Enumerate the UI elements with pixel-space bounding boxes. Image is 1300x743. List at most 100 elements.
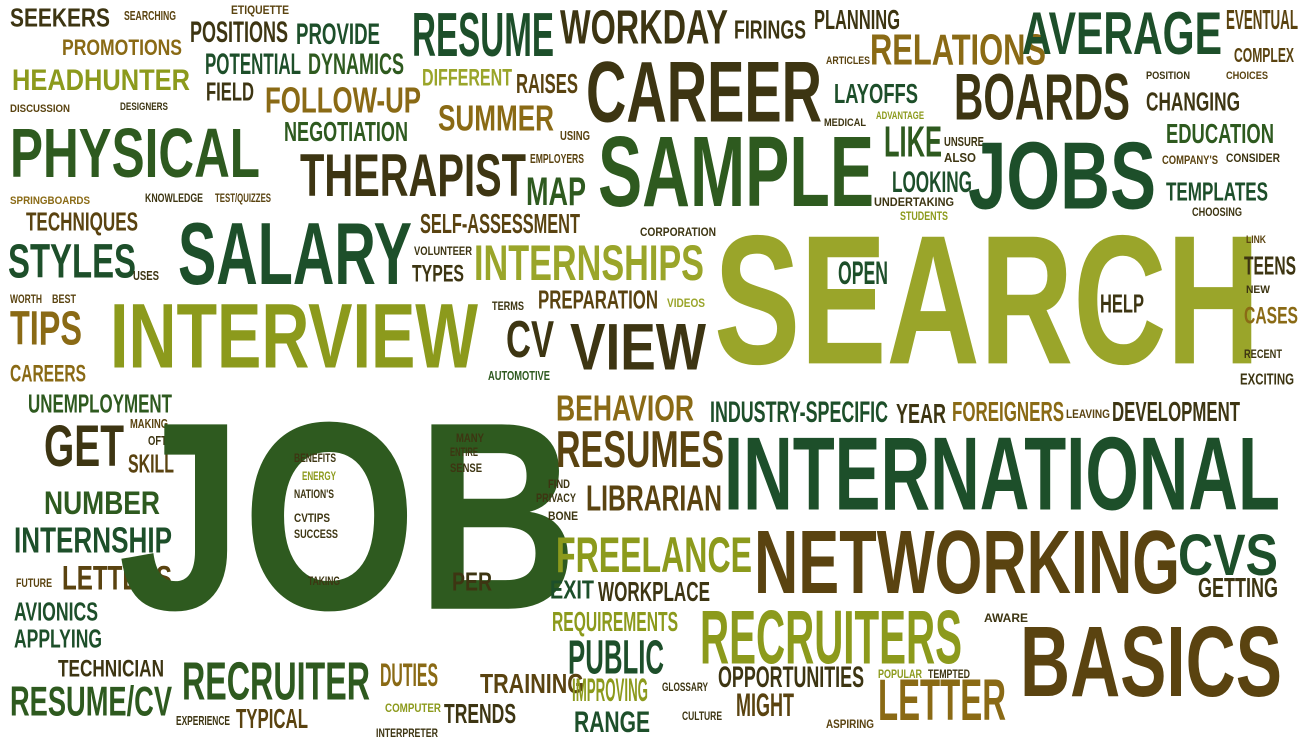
word-choices: CHOICES — [1226, 69, 1268, 82]
word-recruiters: RECRUITERS — [700, 595, 962, 681]
word-negotiation: NEGOTIATION — [284, 116, 408, 148]
word-headhunter: HEADHUNTER — [12, 64, 190, 98]
word-worth: WORTH — [10, 292, 42, 306]
word-videos: VIDEOS — [667, 296, 705, 310]
word-cvs: CVS — [1178, 522, 1278, 588]
word-many: MANY — [456, 431, 484, 445]
word-help: HELP — [1100, 290, 1144, 319]
word-networking: NETWORKING — [754, 512, 1180, 613]
word-physical: PHYSICAL — [10, 113, 260, 193]
word-public: PUBLIC — [568, 630, 664, 684]
word-best: BEST — [52, 292, 76, 306]
word-knowledge: KNOWLEDGE — [145, 191, 203, 205]
word-promotions: PROMOTIONS — [62, 36, 182, 61]
word-position: POSITION — [1146, 69, 1190, 82]
word-provide: PROVIDE — [296, 18, 380, 52]
word-find: FIND — [548, 477, 570, 491]
word-job: JOB — [118, 365, 578, 666]
word-also: ALSO — [944, 151, 976, 166]
word-jobs: JOBS — [968, 121, 1156, 229]
word-opportunities: OPPORTUNITIES — [718, 661, 864, 695]
word-training: TRAINING — [480, 668, 584, 700]
word-exciting: EXCITING — [1240, 370, 1294, 389]
word-using: USING — [560, 129, 590, 144]
word-experience: EXPERIENCE — [176, 714, 230, 729]
word-basics: BASICS — [1020, 605, 1282, 718]
word-therapist: THERAPIST — [300, 142, 526, 210]
word-undertaking: UNDERTAKING — [874, 195, 954, 209]
word-workplace: WORKPLACE — [598, 576, 710, 608]
word-unemployment: UNEMPLOYMENT — [28, 390, 172, 419]
word-popular: POPULAR — [878, 667, 922, 681]
word-relations: RELATIONS — [870, 25, 1046, 75]
word-students: STUDENTS — [900, 209, 948, 223]
word-test-quizzes: TEST/QUIZZES — [215, 191, 271, 205]
word-per: PER — [452, 568, 492, 597]
word-firings: FIRINGS — [734, 16, 806, 45]
word-improving: IMPROVING — [572, 672, 648, 709]
word-culture: CULTURE — [682, 709, 722, 723]
word-range: RANGE — [574, 706, 650, 740]
word-positions: POSITIONS — [190, 16, 288, 50]
word-cvtips: CVTIPS — [294, 511, 330, 525]
word-applying: APPLYING — [14, 625, 102, 654]
word-glossary: GLOSSARY — [662, 680, 708, 694]
word-internships: INTERNSHIPS — [474, 234, 704, 291]
word-changing: CHANGING — [1146, 88, 1240, 117]
word-future: FUTURE — [16, 576, 52, 590]
word-international: INTERNATIONAL — [724, 415, 1280, 532]
word-technician: TECHNICIAN — [58, 655, 164, 683]
word-dynamics: DYNAMICS — [308, 48, 404, 82]
word-letters: LETTERS — [62, 560, 172, 598]
word-automotive: AUTOMOTIVE — [488, 369, 550, 384]
word-uses: USES — [133, 269, 159, 284]
word-new: NEW — [1246, 283, 1270, 296]
word-duties: DUTIES — [380, 657, 438, 694]
word-careers: CAREERS — [10, 360, 86, 388]
word-year: YEAR — [896, 398, 946, 430]
word-get: GET — [44, 413, 124, 479]
word-springboards: SPRINGBOARDS — [10, 194, 90, 207]
word-open: OPEN — [838, 255, 888, 292]
word-field: FIELD — [206, 78, 254, 107]
word-eventual: EVENTUAL — [1226, 4, 1298, 36]
word-development: DEVELOPMENT — [1112, 396, 1240, 428]
word-might: MIGHT — [736, 687, 794, 724]
word-follow-up: FOLLOW-UP — [265, 79, 421, 121]
word-complex: COMPLEX — [1234, 44, 1294, 67]
word-resume: RESUME — [412, 0, 554, 70]
word-different: DIFFERENT — [422, 64, 512, 92]
word-techniques: TECHNIQUES — [26, 208, 138, 237]
word-articles: ARTICLES — [826, 54, 870, 67]
word-searching: SEARCHING — [124, 9, 176, 24]
word-layoffs: LAYOFFS — [834, 78, 918, 110]
word-number: NUMBER — [44, 485, 160, 522]
word-exit: EXIT — [550, 576, 594, 605]
word-self-assessment: SELF-ASSESSMENT — [420, 208, 580, 240]
word-average: AVERAGE — [1022, 0, 1222, 68]
word-resumes: RESUMES — [556, 420, 724, 479]
word-summer: SUMMER — [438, 97, 554, 139]
word-cv: CV — [506, 310, 554, 369]
word-company-s: COMPANY'S — [1162, 153, 1218, 167]
word-bone: BONE — [548, 509, 578, 523]
word-education: EDUCATION — [1166, 118, 1274, 150]
word-unsure: UNSURE — [944, 135, 984, 150]
word-industry-specific: INDUSTRY-SPECIFIC — [710, 396, 888, 430]
word-trends: TRENDS — [444, 698, 516, 730]
word-etiquette: ETIQUETTE — [231, 3, 289, 17]
word-designers: DESIGNERS — [120, 100, 168, 113]
word-preparation: PREPARATION — [538, 286, 658, 315]
word-workday: WORKDAY — [560, 0, 728, 54]
word-leaving: LEAVING — [1066, 407, 1110, 421]
word-often: OFTEN — [148, 434, 180, 449]
word-advantage: ADVANTAGE — [876, 109, 924, 122]
word-terms: TERMS — [492, 299, 524, 313]
word-consider: CONSIDER — [1226, 151, 1280, 165]
word-sense: SENSE — [450, 461, 482, 475]
word-aware: AWARE — [984, 611, 1028, 625]
word-styles: STYLES — [8, 234, 136, 288]
word-requirements: REQUIREMENTS — [552, 606, 678, 638]
word-raises: RAISES — [516, 68, 578, 100]
word-salary: SALARY — [178, 204, 412, 303]
